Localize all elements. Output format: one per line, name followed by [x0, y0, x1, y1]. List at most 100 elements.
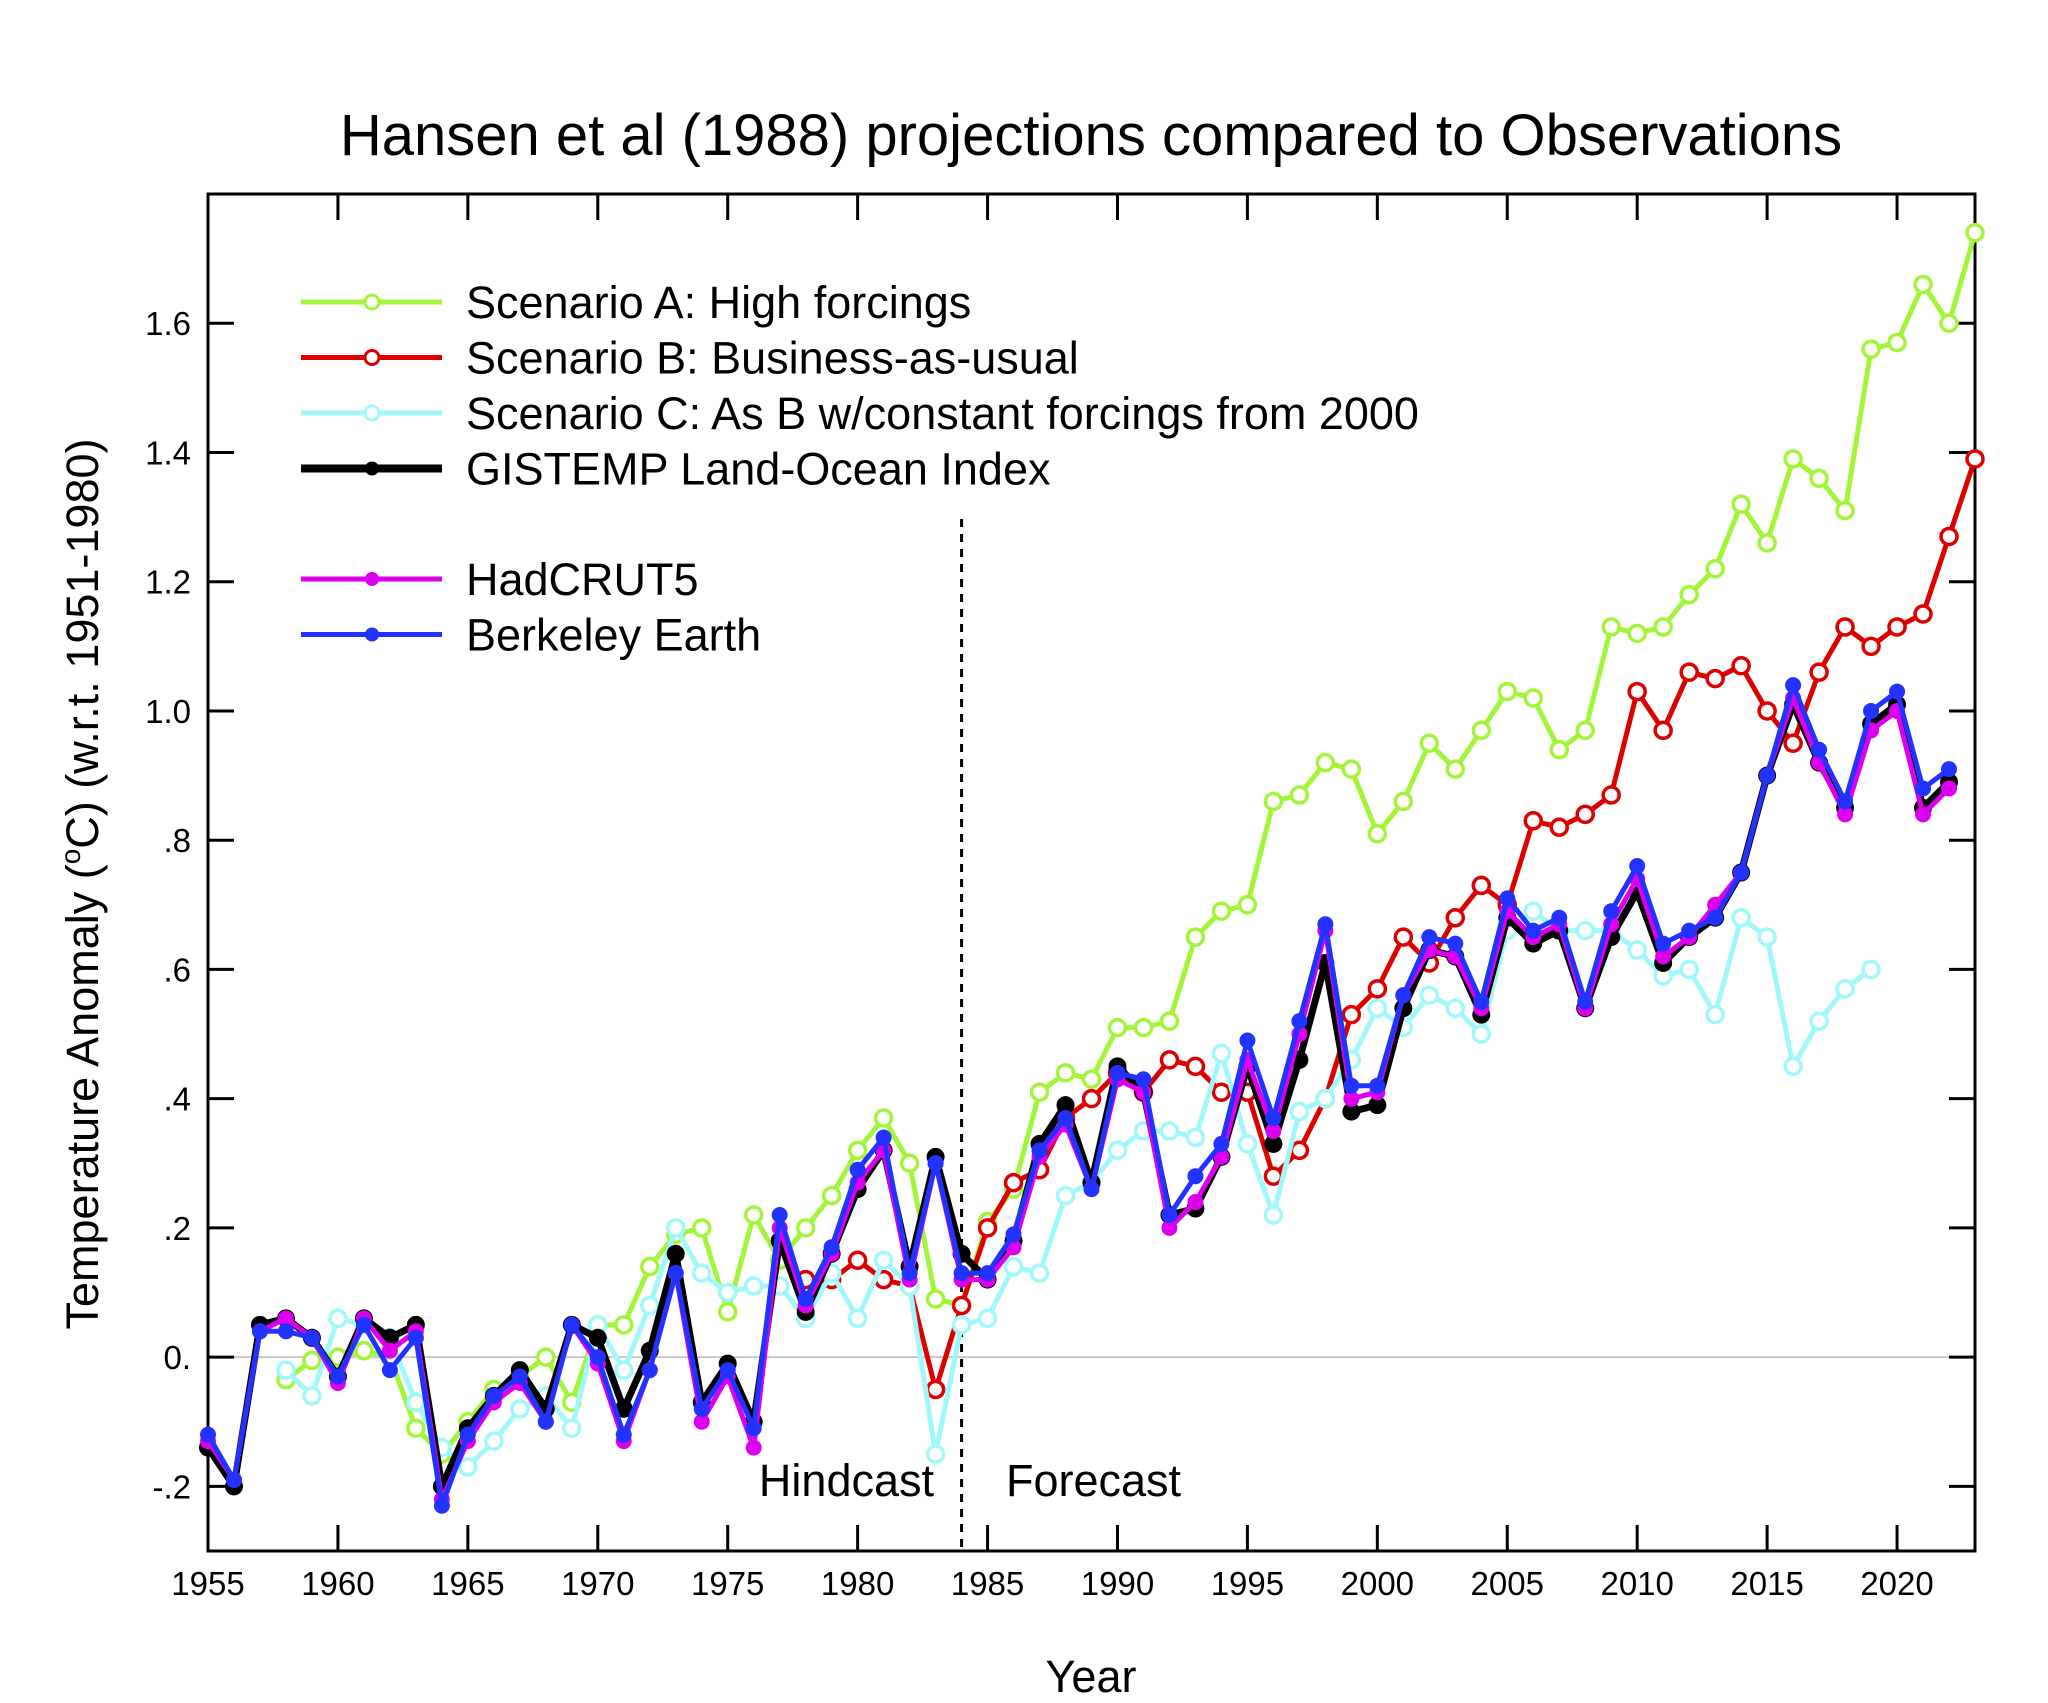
x-tick-label: 1980 — [821, 1565, 894, 1602]
legend-label: GISTEMP Land-Ocean Index — [466, 444, 1051, 495]
data-point — [1265, 1110, 1282, 1127]
data-point — [1213, 1135, 1230, 1152]
data-point — [614, 1360, 634, 1380]
data-point — [1655, 935, 1672, 952]
data-point — [1029, 1082, 1050, 1102]
data-point — [1653, 720, 1673, 741]
data-point — [1185, 1056, 1206, 1077]
data-point — [1291, 1013, 1308, 1030]
data-point — [847, 1308, 868, 1329]
data-point — [406, 1392, 426, 1413]
data-point — [1367, 823, 1388, 844]
x-tick-label: 2010 — [1600, 1565, 1673, 1602]
legend-item: GISTEMP Land-Ocean Index — [301, 444, 1051, 495]
data-point — [953, 1265, 970, 1282]
data-point — [873, 1108, 894, 1128]
data-point — [1811, 741, 1828, 758]
data-point — [1239, 1032, 1256, 1049]
data-point — [743, 1205, 764, 1225]
data-point — [795, 1218, 816, 1238]
data-point — [1263, 791, 1284, 812]
data-point — [1342, 1102, 1361, 1121]
data-point — [1369, 1077, 1386, 1094]
data-point — [1835, 500, 1855, 521]
data-point — [1577, 993, 1594, 1010]
data-point — [1941, 761, 1958, 778]
data-point — [1445, 907, 1466, 928]
data-point — [743, 1276, 764, 1296]
data-point — [588, 1328, 607, 1347]
y-axis-label-sup: o — [55, 849, 86, 865]
data-point — [693, 1400, 710, 1417]
data-point — [511, 1368, 528, 1385]
data-point — [1679, 584, 1699, 605]
plot-frame — [206, 192, 1977, 1553]
data-point — [1915, 806, 1932, 823]
data-point — [1237, 895, 1258, 915]
data-point — [1837, 806, 1854, 823]
data-point — [927, 1155, 944, 1172]
data-point — [823, 1239, 840, 1256]
data-point — [537, 1413, 554, 1430]
series-1 — [276, 223, 1985, 1464]
chart-title: Hansen et al (1988) projections compared… — [340, 103, 1842, 168]
data-point — [1525, 922, 1542, 939]
data-point — [1343, 1090, 1360, 1107]
data-point — [717, 1302, 738, 1322]
data-point — [277, 1310, 294, 1327]
data-point — [1757, 701, 1777, 721]
data-point — [1471, 720, 1492, 741]
data-point — [1187, 1168, 1204, 1185]
data-point — [719, 1362, 736, 1379]
data-point — [1523, 688, 1543, 708]
data-point — [1367, 998, 1388, 1018]
data-point — [745, 1420, 762, 1437]
data-point — [1731, 655, 1751, 676]
legend-marker — [363, 293, 381, 311]
series-4 — [199, 695, 1959, 1496]
data-point — [873, 1250, 894, 1270]
x-tick-label: 2000 — [1341, 1565, 1414, 1602]
data-point — [977, 1308, 998, 1329]
y-tick-label: 1.2 — [145, 564, 191, 601]
data-point — [1445, 759, 1466, 779]
data-point — [665, 1218, 686, 1238]
data-point — [951, 1315, 972, 1335]
data-point — [1341, 759, 1362, 779]
data-point — [536, 1347, 556, 1367]
data-point — [1315, 752, 1336, 773]
data-point — [1733, 864, 1750, 881]
data-point — [1029, 1263, 1050, 1283]
data-point — [1603, 903, 1620, 920]
x-tick-label: 1960 — [301, 1565, 374, 1602]
data-point — [277, 1323, 294, 1340]
data-point — [1575, 920, 1595, 941]
data-point — [1941, 780, 1958, 797]
data-point — [847, 1250, 868, 1270]
data-point — [1133, 1017, 1154, 1038]
legend-item: Scenario C: As B w/constant forcings fro… — [301, 388, 1419, 439]
data-point — [615, 1426, 632, 1443]
series-line — [805, 458, 1978, 1392]
series-6 — [200, 677, 1958, 1514]
data-point — [1965, 449, 1985, 469]
data-point — [1161, 1219, 1178, 1236]
data-point — [276, 1360, 296, 1380]
data-point — [925, 1379, 946, 1400]
data-point — [1939, 313, 1959, 333]
data-point — [1731, 907, 1751, 928]
y-tick-label: -.2 — [152, 1468, 191, 1505]
data-point — [485, 1387, 502, 1404]
legend-marker — [365, 572, 379, 586]
data-point — [1315, 1088, 1336, 1109]
data-point — [1627, 681, 1647, 702]
data-point — [1237, 1134, 1258, 1154]
data-point — [1705, 559, 1725, 579]
data-point — [666, 1244, 685, 1263]
data-point — [1551, 909, 1568, 926]
data-point — [1083, 1181, 1100, 1198]
data-point — [1679, 959, 1699, 980]
data-point — [1445, 998, 1466, 1018]
data-point — [1939, 526, 1959, 547]
